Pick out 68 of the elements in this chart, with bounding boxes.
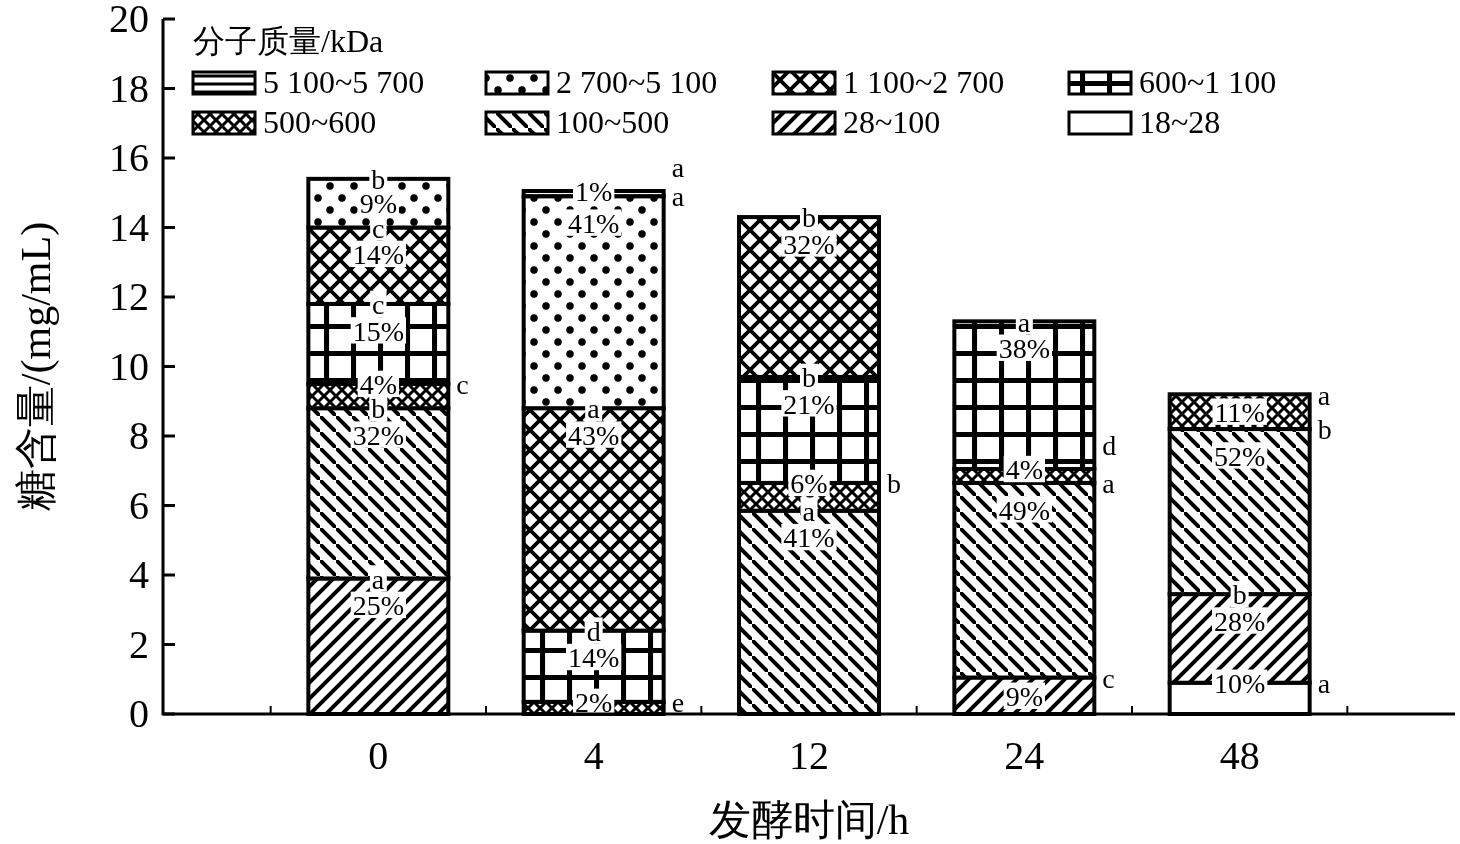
y-tick-label: 0 [129, 691, 149, 736]
y-tick-label: 8 [129, 413, 149, 458]
annotation: a [1317, 667, 1331, 699]
x-tick-label: 12 [789, 733, 829, 778]
annotation: c [456, 369, 469, 401]
annotation: d [1102, 429, 1117, 461]
annotation: a [1317, 379, 1331, 411]
annotation: b [802, 202, 816, 234]
x-tick-label: 48 [1219, 733, 1260, 778]
annotation: 32% [352, 419, 404, 451]
annotation: 52% [1214, 440, 1266, 472]
legend-title: 分子质量/kDa [193, 23, 384, 59]
y-tick-label: 2 [129, 621, 149, 667]
legend-label: 2 700~5 100 [556, 64, 718, 100]
annotation: a [371, 563, 385, 595]
x-tick-label: 24 [1004, 733, 1045, 778]
annotation: 32% [783, 228, 835, 260]
annotation: 25% [352, 590, 404, 622]
y-tick-label: 12 [109, 274, 149, 319]
y-tick-label: 18 [109, 65, 149, 111]
annotation: b [886, 468, 901, 500]
annotation: b [1232, 579, 1247, 611]
annotation: a [587, 393, 601, 425]
legend-label: 600~1 100 [1139, 64, 1277, 100]
y-tick-label: 16 [109, 135, 149, 180]
y-axis-title: 糖含量/(mg/mL) [13, 221, 60, 512]
x-axis-title: 发酵时间/h [708, 797, 910, 843]
legend-label: 5 100~5 700 [263, 64, 425, 100]
annotation: 2% [575, 687, 613, 719]
annotation: 38% [998, 332, 1050, 364]
annotation: b [1317, 414, 1332, 446]
annotation: b [371, 393, 386, 425]
annotation: 21% [783, 388, 835, 420]
annotation: 41% [568, 207, 620, 239]
legend-label: 500~600 [263, 104, 377, 140]
annotation: 6% [790, 468, 828, 500]
annotation: a [802, 495, 816, 527]
legend-label: 18~28 [1139, 104, 1221, 140]
annotation: 10% [1214, 667, 1266, 699]
annotation: 28% [1214, 605, 1266, 637]
annotation: a [1102, 468, 1116, 500]
annotation: 9% [1005, 680, 1043, 712]
annotation: 49% [998, 494, 1050, 526]
annotation: e [671, 687, 685, 719]
y-tick-label: 14 [109, 204, 149, 250]
y-tick-label: 4 [129, 552, 149, 597]
legend-label: 28~100 [843, 104, 941, 140]
annotation: 41% [783, 522, 835, 554]
annotation: 11% [1214, 396, 1265, 428]
annotation: 43% [568, 419, 620, 451]
annotation: 1% [575, 176, 613, 208]
legend-label: 1 100~2 700 [843, 64, 1005, 100]
annotation: 15% [352, 315, 404, 347]
annotation: a [671, 151, 685, 183]
annotation: 14% [352, 239, 404, 271]
annotation: c [1102, 662, 1115, 694]
legend-label: 100~500 [556, 104, 670, 140]
annotation: c [372, 212, 385, 244]
annotation: d [586, 615, 601, 647]
x-tick-label: 0 [368, 733, 389, 778]
annotation: a [1017, 306, 1031, 338]
annotation: 14% [568, 642, 620, 674]
annotation: a [671, 181, 685, 213]
annotation: 4% [1005, 454, 1043, 486]
x-tick-label: 4 [583, 733, 604, 778]
y-tick-label: 6 [129, 482, 149, 528]
y-tick-label: 20 [109, 0, 149, 41]
y-tick-label: 10 [109, 343, 149, 389]
